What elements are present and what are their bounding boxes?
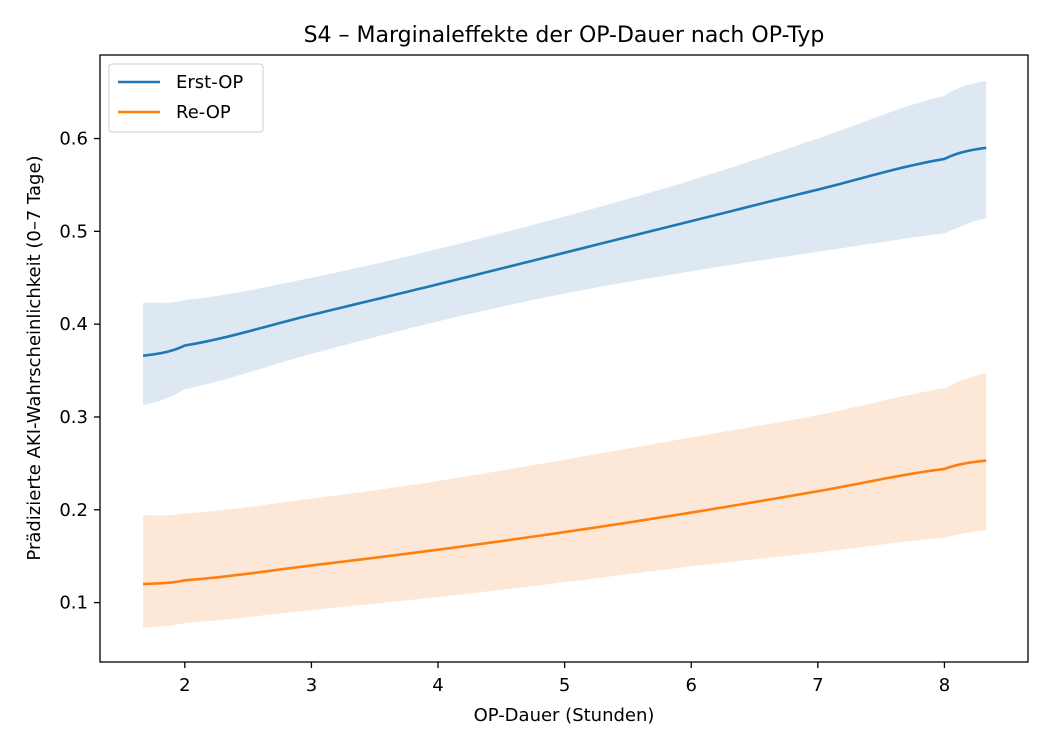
legend-label-re-op: Re-OP <box>176 102 231 123</box>
series-line-re-op <box>142 459 987 586</box>
y-tick-label: 0.2 <box>59 500 88 521</box>
y-tick-label: 0.3 <box>59 407 88 428</box>
x-tick-label: 7 <box>812 675 823 696</box>
chart-title: S4 – Marginaleffekte der OP-Dauer nach O… <box>304 23 825 48</box>
x-axis-label: OP-Dauer (Stunden) <box>474 705 655 726</box>
y-tick-label: 0.6 <box>59 129 88 150</box>
x-tick-label: 2 <box>179 675 190 696</box>
x-tick-label: 6 <box>686 675 697 696</box>
confidence-band-erst-op <box>143 80 987 405</box>
x-tick-label: 4 <box>432 675 443 696</box>
y-tick-label: 0.5 <box>59 221 88 242</box>
confidence-bands <box>143 80 987 628</box>
x-tick-label: 8 <box>939 675 950 696</box>
x-tick-label: 3 <box>306 675 317 696</box>
confidence-band-re-op <box>143 373 987 628</box>
y-axis-ticks: 0.1 0.2 0.3 0.4 0.5 0.6 <box>59 129 100 614</box>
legend: Erst-OP Re-OP <box>108 63 264 133</box>
series-line-erst-op <box>142 146 987 358</box>
series-lines <box>142 146 987 586</box>
legend-label-erst-op: Erst-OP <box>176 72 243 93</box>
y-axis-label: Prädizierte AKI-Wahrscheinlichkeit (0–7 … <box>24 155 45 560</box>
y-tick-label: 0.4 <box>59 314 88 335</box>
y-tick-label: 0.1 <box>59 593 88 614</box>
x-tick-label: 5 <box>559 675 570 696</box>
x-axis-ticks: 2 3 4 5 6 7 8 <box>179 662 950 696</box>
